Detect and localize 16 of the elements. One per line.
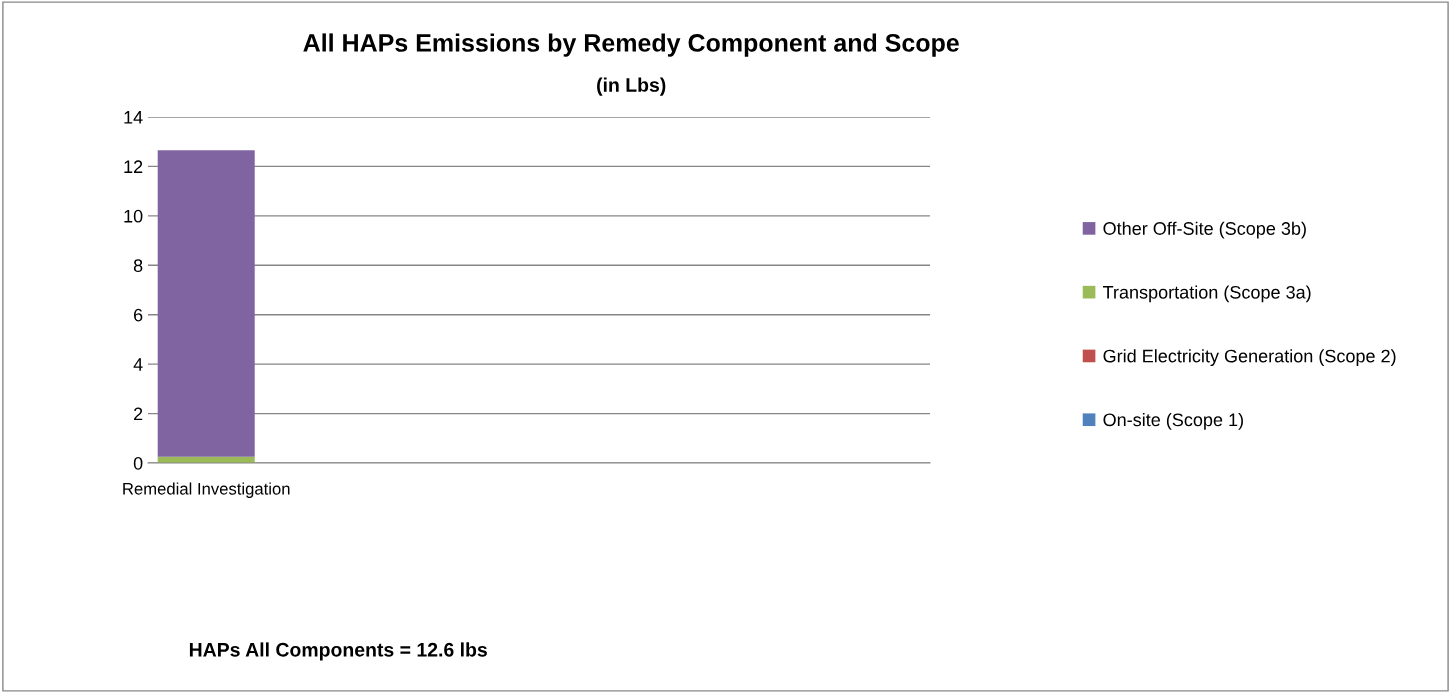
y-tick-label: 14	[124, 111, 143, 124]
y-tick-label: 0	[133, 456, 143, 470]
y-tick-label: 2	[134, 407, 143, 421]
legend-label: Grid Electricity Generation (Scope 2)	[1103, 349, 1396, 367]
legend-label: On-site (Scope 1)	[1103, 412, 1243, 430]
text: (in Lbs)	[597, 77, 666, 96]
y-tick-label: 4	[133, 358, 143, 371]
x-tick-label: Remedial Investigation	[123, 482, 290, 498]
y-tick-label: 10	[124, 209, 143, 223]
y-tick-label: 8	[133, 259, 143, 273]
text: All HAPs Emissions by Remedy Component and Scope	[303, 33, 959, 57]
y-tick-label: 12	[124, 160, 143, 173]
legend-label: Transportation (Scope 3a)	[1103, 285, 1311, 303]
y-tick-label: 6	[134, 308, 143, 322]
legend-label: Other Off-Site (Scope 3b)	[1103, 221, 1306, 239]
text: HAPs All Components = 12.6 lbs	[189, 642, 487, 661]
